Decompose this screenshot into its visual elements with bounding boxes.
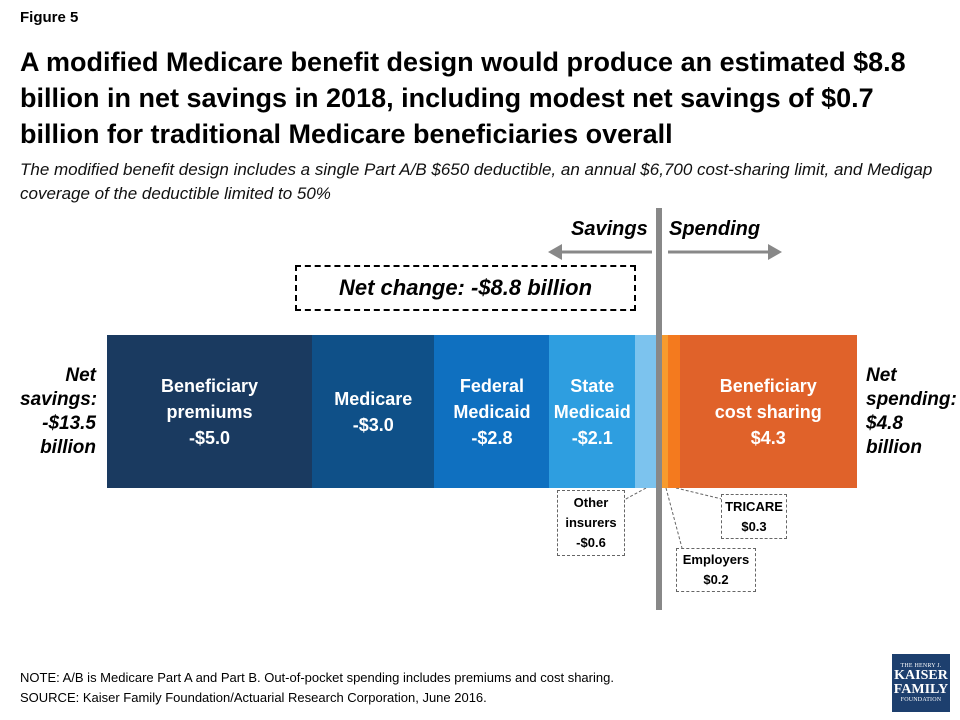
spending-label: Spending: [669, 218, 761, 240]
net-change-box: Net change: -$8.8 billion: [295, 265, 636, 311]
net-change-label: Net change: -$8.8 billion: [338, 275, 593, 300]
figure-label: Figure 5: [20, 9, 79, 26]
footnote-note: NOTE: A/B is Medicare Part A and Part B.…: [20, 670, 614, 685]
bar-segment-beneficiary-cost-sharing: Beneficiary cost sharing $4.3: [680, 335, 857, 488]
net-savings-label: Net savings: -$13.5 billion: [20, 364, 98, 460]
footnote: NOTE: A/B is Medicare Part A and Part B.…: [20, 668, 614, 708]
callout-employers-line1: Employers: [682, 552, 750, 567]
chart-subtitle: The modified benefit design includes a s…: [20, 160, 933, 203]
other-insurers-leader: [623, 487, 647, 501]
bar-segment-label: State Medicaid -$2.1: [553, 375, 631, 448]
net-spending-line2: spending:: [866, 389, 957, 410]
bar-segment-other-insurers: [635, 335, 661, 488]
callout-other-insurers-line3: -$0.6: [576, 535, 606, 550]
bar-segment-state-medicaid: State Medicaid -$2.1: [549, 335, 636, 488]
bar-segment-medicare: Medicare -$3.0: [311, 335, 435, 488]
logo-line3: FAMILY: [893, 682, 949, 697]
bar-segment-federal-medicaid: Federal Medicaid -$2.8: [434, 335, 550, 488]
tricare-leader: [675, 487, 727, 501]
callout-tricare: TRICARE $0.3: [721, 494, 787, 539]
employers-leader: [665, 487, 683, 549]
bar-segment-label: Medicare -$3.0: [334, 388, 413, 435]
bar-segment-label: Beneficiary cost sharing $4.3: [714, 375, 822, 448]
callout-other-insurers-line2: insurers: [565, 515, 617, 530]
bar-segment-label: Beneficiary premiums -$5.0: [161, 375, 259, 448]
callout-tricare-line1: TRICARE: [725, 498, 783, 514]
zero-axis-line: [656, 208, 662, 610]
savings-label: Savings: [571, 218, 648, 240]
kff-logo: THE HENRY J. KAISER FAMILY FOUNDATION: [892, 654, 950, 712]
net-spending-line3: $4.8: [866, 413, 903, 434]
savings-arrow-head: [548, 244, 562, 260]
bar-segment-tricare: [667, 335, 681, 488]
callout-employers: Employers $0.2: [676, 548, 756, 592]
net-spending-line4: billion: [866, 437, 922, 458]
logo-line2: KAISER: [894, 668, 948, 683]
net-savings-line4: billion: [40, 437, 96, 458]
net-savings-line3: -$13.5: [42, 413, 96, 434]
spending-arrow-head: [768, 244, 782, 260]
bar-segment-beneficiary-premiums: Beneficiary premiums -$5.0: [107, 335, 313, 488]
callout-other-insurers-line1: Other: [573, 495, 609, 510]
callout-tricare-line2: $0.3: [741, 518, 767, 534]
bar-segment-employers: [659, 335, 669, 488]
net-spending-line1: Net: [866, 365, 897, 386]
net-savings-line2: savings:: [20, 389, 98, 410]
logo-line4: FOUNDATION: [900, 697, 942, 703]
net-savings-line1: Net: [65, 365, 96, 386]
logo-line1: THE HENRY J.: [900, 663, 942, 669]
footnote-source: SOURCE: Kaiser Family Foundation/Actuari…: [20, 690, 487, 705]
net-spending-label: Net spending: $4.8 billion: [866, 364, 958, 460]
callout-other-insurers: Other insurers -$0.6: [557, 490, 625, 556]
chart-title: A modified Medicare benefit design would…: [20, 47, 906, 149]
bar-segment-label: Federal Medicaid -$2.8: [453, 375, 531, 448]
callout-employers-line2: $0.2: [703, 572, 729, 587]
